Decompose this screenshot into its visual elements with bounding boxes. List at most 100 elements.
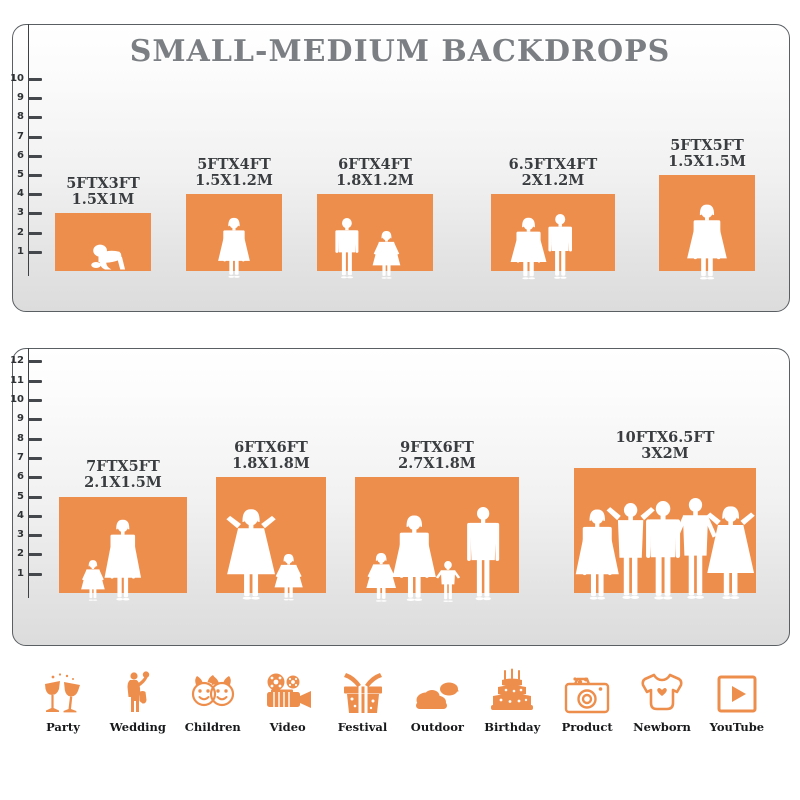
backdrop-item[interactable]: 5FTX4FT 1.5X1.2M <box>186 156 282 278</box>
size-meters: 3X2M <box>641 445 689 463</box>
ruler-tick <box>28 437 42 441</box>
cloud-icon <box>412 660 462 716</box>
size-meters: 1.8X1.8M <box>232 454 310 472</box>
backdrop-size-label: 5FTX5FT 1.5X1.5M <box>668 136 746 170</box>
size-meters: 1.5X1.2M <box>195 171 273 189</box>
ruler-tick <box>28 456 42 460</box>
ruler-tick-label: 11 <box>10 374 24 386</box>
ruler-tick-label: 4 <box>17 188 24 200</box>
ruler-tick <box>28 553 42 557</box>
use-case-party[interactable]: Party <box>26 660 100 734</box>
size-feet: 5FTX3FT <box>66 174 140 192</box>
size-feet: 6FTX6FT <box>234 438 308 456</box>
birthday-cake-icon <box>488 660 536 716</box>
ruler-tick <box>28 97 42 101</box>
use-case-label: Video <box>269 720 306 734</box>
ruler-tick-label: 4 <box>17 509 24 521</box>
use-case-outdoor[interactable]: Outdoor <box>400 660 474 734</box>
size-feet: 10FTX6.5FT <box>615 429 715 447</box>
baby-onesie-icon <box>638 660 686 716</box>
ruler-tick <box>28 154 42 158</box>
use-case-label: Festival <box>337 720 388 734</box>
ruler-tick <box>28 250 42 254</box>
backdrop-item[interactable]: 6.5FTX4FT 2X1.2M <box>490 156 616 280</box>
ruler-tick-label: 1 <box>17 567 24 579</box>
champagne-glasses-icon <box>40 660 86 716</box>
backdrop-size-label: 10FTX6.5FT 3X2M <box>615 429 715 463</box>
backdrop-size-label: 7FTX5FT 2.1X1.5M <box>84 458 162 492</box>
ruler-tick <box>28 514 42 518</box>
backdrop-size-label: 9FTX6FT 2.7X1.8M <box>398 438 476 472</box>
ruler-tick <box>28 231 42 235</box>
ruler-tick-label: 6 <box>17 471 24 483</box>
ruler-tick-label: 8 <box>17 111 24 123</box>
ruler-spine <box>28 348 29 598</box>
wedding-couple-icon <box>115 660 161 716</box>
use-case-label: Party <box>46 720 80 734</box>
figure-silhouettes <box>659 175 755 280</box>
ruler-spine <box>28 24 29 276</box>
size-meters: 2.1X1.5M <box>84 474 162 492</box>
backdrop-item[interactable]: 10FTX6.5FT 3X2M <box>574 429 756 600</box>
backdrop-size-label: 5FTX3FT 1.5X1M <box>66 174 140 208</box>
size-feet: 6.5FTX4FT <box>508 155 598 173</box>
backdrop-item[interactable]: 6FTX4FT 1.8X1.2M <box>317 156 433 279</box>
backdrop-size-label: 6FTX6FT 1.8X1.8M <box>232 438 310 472</box>
use-case-wedding[interactable]: Wedding <box>101 660 175 734</box>
size-meters: 1.5X1.5M <box>668 152 746 170</box>
ruler-tick <box>28 116 42 120</box>
ruler-tick-label: 8 <box>17 432 24 444</box>
use-case-label: YouTube <box>709 720 765 734</box>
size-meters: 2X1.2M <box>521 171 585 189</box>
figure-silhouettes <box>355 477 519 602</box>
use-case-label: Newborn <box>633 720 691 734</box>
ruler-tick-label: 3 <box>17 529 24 541</box>
figure-silhouettes <box>186 194 282 278</box>
backdrop-item[interactable]: 6FTX6FT 1.8X1.8M <box>216 439 326 601</box>
ruler-tick-label: 5 <box>17 169 24 180</box>
ruler-tick <box>28 78 42 81</box>
use-case-product[interactable]: Product <box>550 660 624 734</box>
ruler-tick-label: 1 <box>17 245 24 257</box>
size-feet: 5FTX5FT <box>670 136 744 154</box>
size-feet: 9FTX6FT <box>400 438 474 456</box>
backdrop-item[interactable]: 9FTX6FT 2.7X1.8M <box>355 439 519 602</box>
ruler-tick-label: 12 <box>10 355 24 367</box>
use-case-birthday[interactable]: Birthday <box>475 660 549 734</box>
size-feet: 5FTX4FT <box>197 155 271 173</box>
movie-camera-icon <box>262 660 314 716</box>
use-case-newborn[interactable]: Newborn <box>625 660 699 734</box>
backdrop-item[interactable]: 5FTX3FT 1.5X1M <box>55 175 151 271</box>
two-faces-icon <box>188 660 238 716</box>
backdrop-size-label: 5FTX4FT 1.5X1.2M <box>195 155 273 189</box>
ruler-tick <box>28 193 42 197</box>
gift-box-icon <box>339 660 387 716</box>
use-case-festival[interactable]: Festival <box>326 660 400 734</box>
figure-silhouettes <box>55 213 151 271</box>
use-case-youtube[interactable]: YouTube <box>700 660 774 734</box>
ruler-tick-label: 3 <box>17 207 24 219</box>
ruler-tick-label: 10 <box>10 394 24 405</box>
ruler-tick-label: 6 <box>17 149 24 161</box>
ruler-tick <box>28 212 42 216</box>
use-case-video[interactable]: Video <box>251 660 325 734</box>
ruler-tick <box>28 135 42 139</box>
size-meters: 2.7X1.8M <box>398 454 476 472</box>
backdrop-size-label: 6FTX4FT 1.8X1.2M <box>336 156 414 189</box>
ruler-tick-label: 2 <box>17 548 24 560</box>
ruler-tick <box>28 174 42 177</box>
figure-silhouettes <box>491 194 616 280</box>
use-case-label: Outdoor <box>410 720 464 734</box>
backdrop-item[interactable]: 7FTX5FT 2.1X1.5M <box>59 458 187 601</box>
use-case-label: Birthday <box>484 720 541 734</box>
use-case-label: Wedding <box>109 720 166 734</box>
backdrop-item[interactable]: 5FTX5FT 1.5X1.5M <box>659 137 755 280</box>
ruler-tick-label: 7 <box>17 130 24 142</box>
use-case-label: Product <box>561 720 613 734</box>
ruler-tick <box>28 360 42 364</box>
use-case-children[interactable]: Children <box>176 660 250 734</box>
figure-silhouettes <box>317 194 432 279</box>
figure-silhouettes <box>574 468 756 600</box>
panel-medium-backdrops: 7FTX5FT 2.1X1.5M 6FTX6FT 1.8X1.8M 9FTX6FT 2.7… <box>12 348 790 646</box>
